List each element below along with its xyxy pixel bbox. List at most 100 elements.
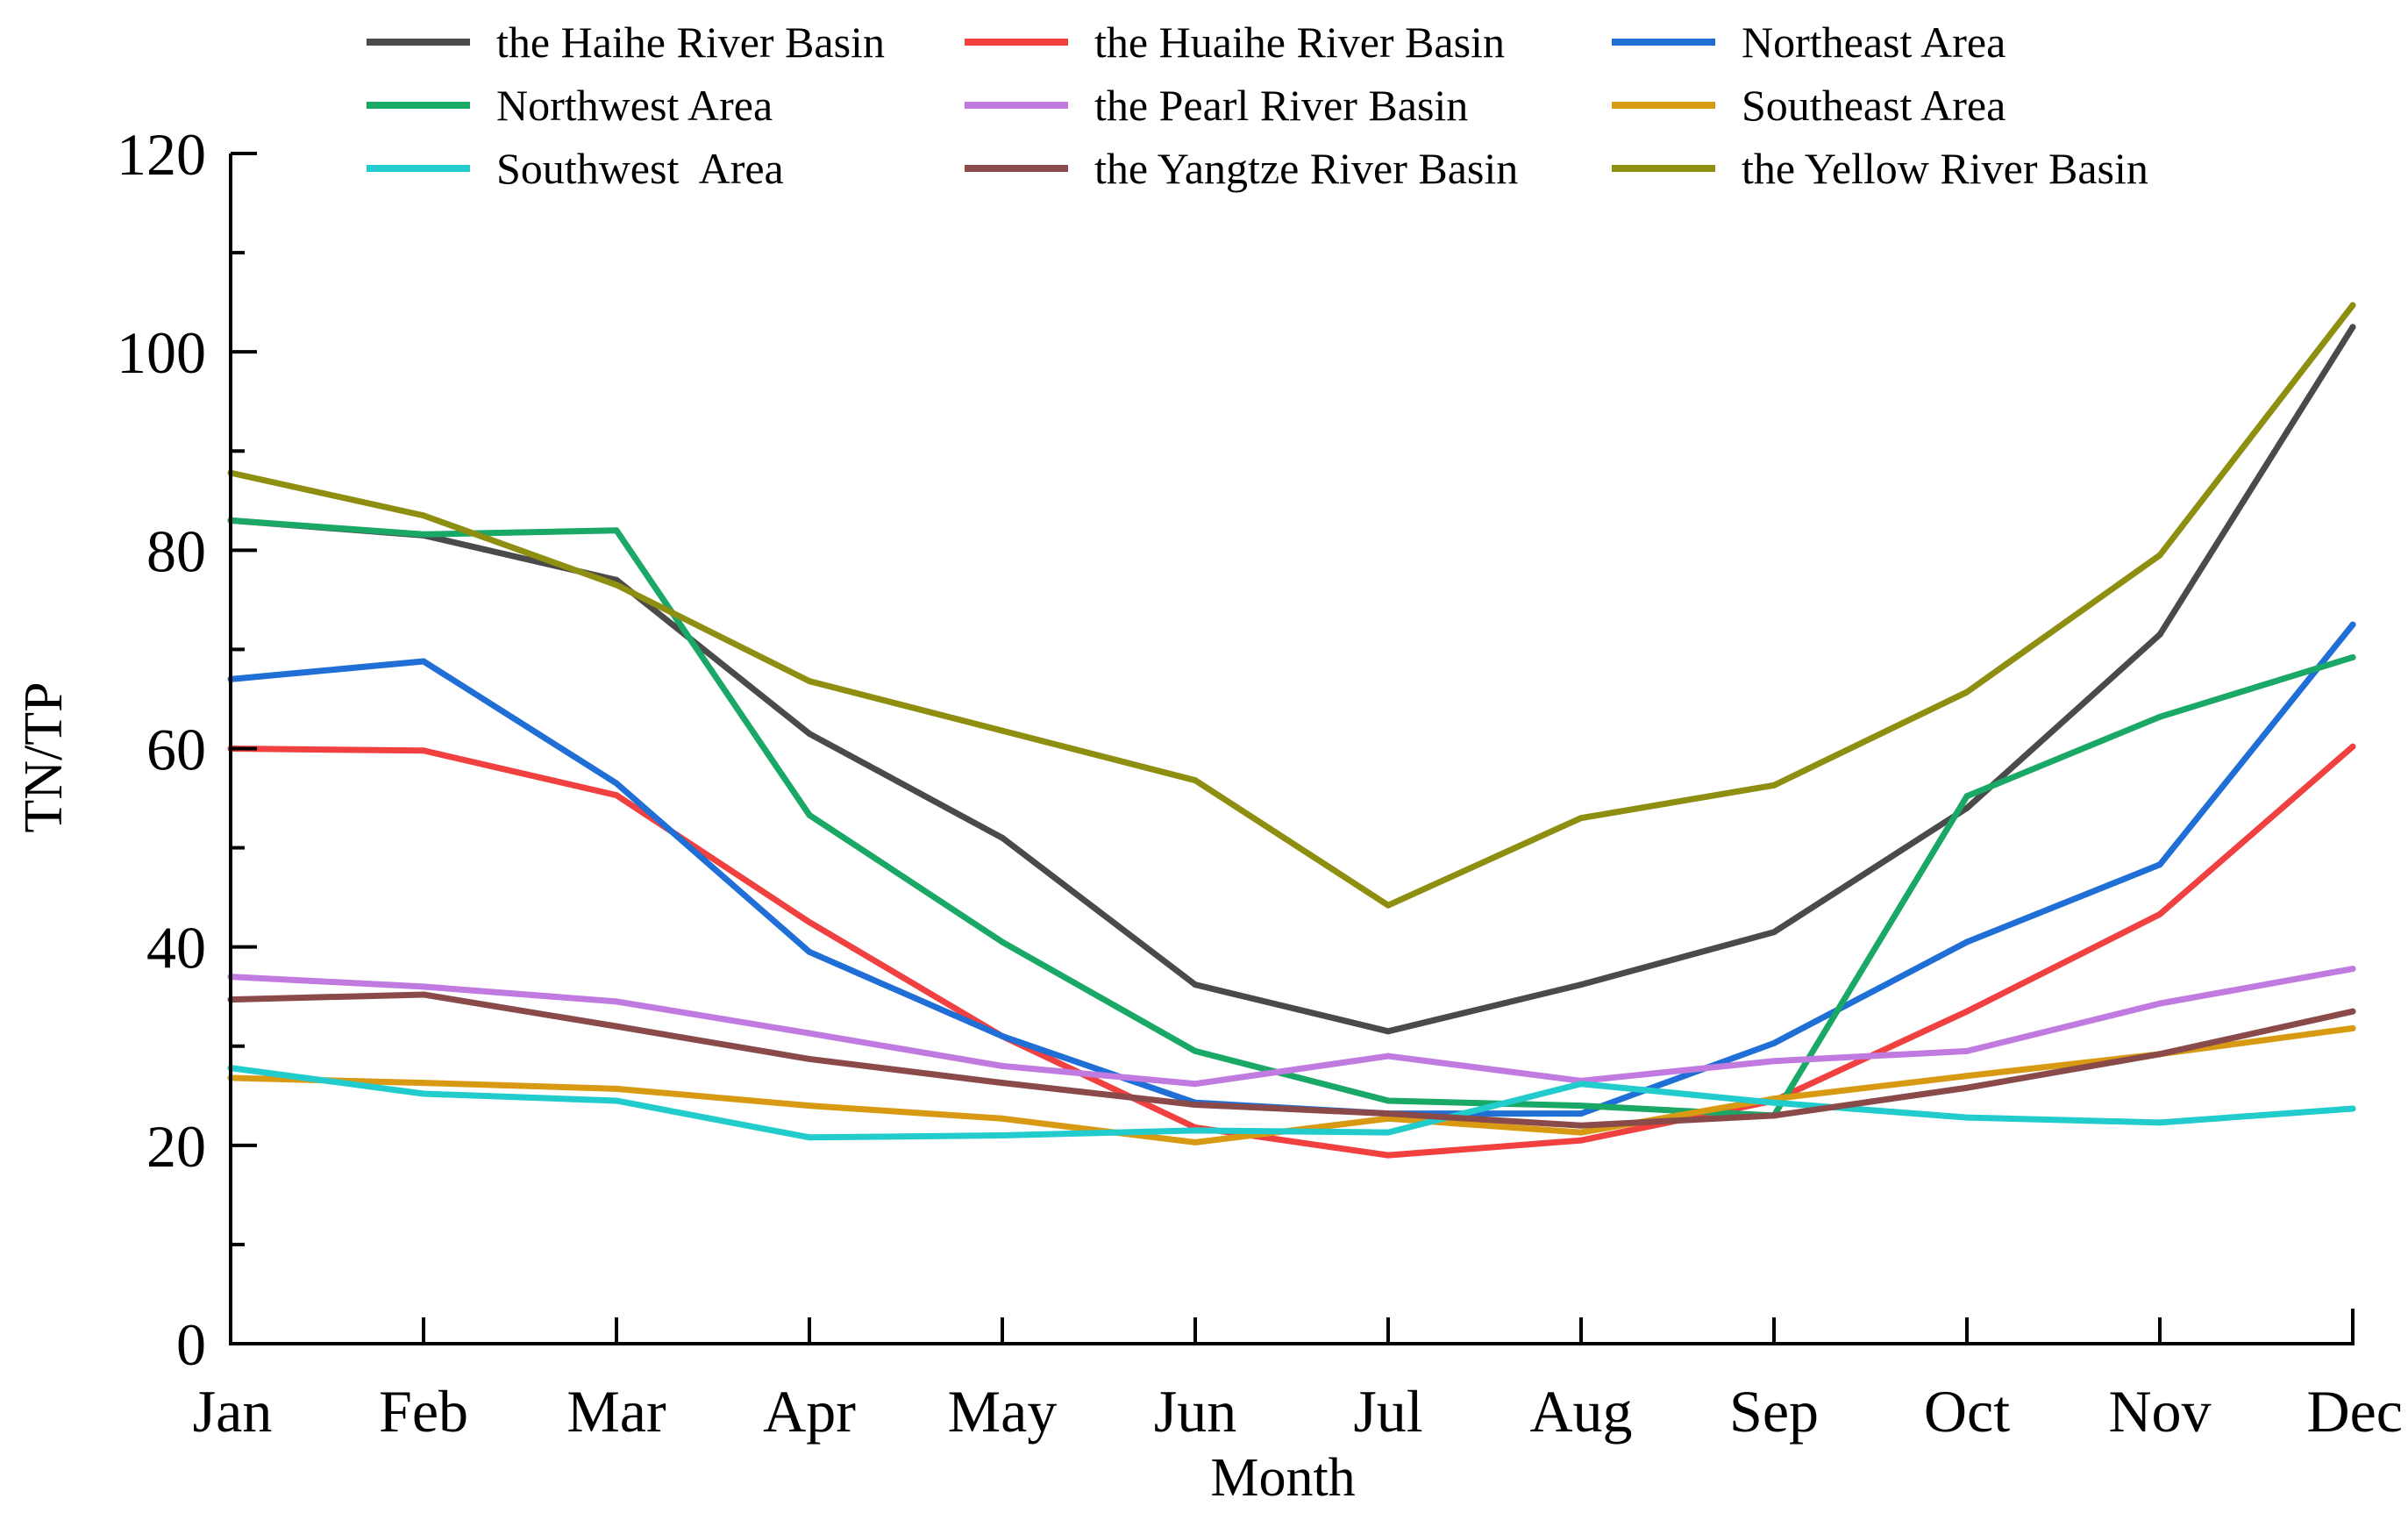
legend-label: the Pearl River Basin: [1094, 81, 1468, 130]
data-point: [806, 731, 813, 738]
x-axis-title: Month: [1210, 1448, 1355, 1508]
series-line: [227, 1024, 2356, 1145]
y-tick-label: 80: [146, 517, 206, 584]
data-point: [2156, 631, 2163, 638]
legend-item: the Huaihe River Basin: [965, 18, 1505, 67]
data-point: [999, 1062, 1006, 1069]
data-point: [1578, 1110, 1585, 1117]
data-point: [1578, 981, 1585, 988]
data-point: [2349, 302, 2356, 309]
series-line: [227, 621, 2356, 1117]
legend: the Haihe River Basin the Huaihe River Ba…: [367, 18, 2148, 193]
data-point: [1963, 1073, 1970, 1080]
x-tick-label: Dec: [2307, 1378, 2403, 1445]
data-point: [613, 792, 620, 799]
x-tick-label: May: [948, 1378, 1058, 1445]
x-tick-label: Sep: [1729, 1378, 1819, 1445]
x-tick-label: Jul: [1353, 1378, 1422, 1445]
data-point: [2349, 966, 2356, 973]
series: [227, 991, 2356, 1129]
legend-item: the Pearl River Basin: [965, 81, 1468, 130]
data-point: [999, 1080, 1006, 1087]
legend-label: the Yellow River Basin: [1742, 144, 2148, 193]
data-point: [999, 1115, 1006, 1122]
data-point: [613, 1097, 620, 1104]
y-tick-label: 40: [146, 915, 206, 981]
data-point: [1385, 1097, 1392, 1104]
y-tick-label: 60: [146, 717, 206, 783]
data-point: [2156, 713, 2163, 720]
y-tick-label: 120: [117, 121, 206, 188]
data-point: [1963, 938, 1970, 946]
data-point: [806, 811, 813, 818]
data-point: [2156, 1000, 2163, 1007]
x-tick-label: Mar: [566, 1378, 666, 1445]
data-point: [1578, 1129, 1585, 1136]
legend-label: the Yangtze River Basin: [1094, 144, 1518, 193]
data-point: [1578, 1103, 1585, 1110]
series: [227, 302, 2356, 909]
series: [227, 324, 2356, 1035]
legend-item: Northwest Area: [367, 81, 773, 130]
data-point: [1963, 1008, 1970, 1015]
data-point: [2156, 910, 2163, 917]
legend-item: Southeast Area: [1612, 81, 2005, 130]
x-tick-label: Apr: [763, 1378, 856, 1445]
legend-label: Southwest Area: [496, 144, 784, 193]
data-point: [2349, 1105, 2356, 1112]
data-point: [2349, 1008, 2356, 1015]
data-point: [613, 780, 620, 787]
data-point: [1578, 1122, 1585, 1129]
data-point: [420, 1080, 427, 1087]
data-point: [420, 531, 427, 538]
data-point: [1770, 1099, 1778, 1106]
data-point: [613, 998, 620, 1005]
series-line: [227, 991, 2356, 1129]
data-point: [420, 512, 427, 519]
data-point: [806, 678, 813, 685]
ticks: 0 20 40 60 80 100 120 Jan Feb Mar Apr May Jun Jul Aug S…: [117, 121, 2403, 1445]
data-point: [999, 1032, 1006, 1039]
legend-label: Northwest Area: [496, 81, 773, 130]
legend-label: the Huaihe River Basin: [1094, 18, 1505, 67]
x-tick-label: Nov: [2108, 1378, 2211, 1445]
series-line: [227, 517, 2356, 1119]
data-point: [806, 918, 813, 925]
data-point: [1770, 1112, 1778, 1119]
data-point: [1385, 902, 1392, 909]
data-point: [613, 1023, 620, 1030]
data-point: [420, 991, 427, 998]
data-point: [2349, 653, 2356, 660]
data-point: [806, 1103, 813, 1110]
data-point: [806, 1134, 813, 1141]
series-line: [227, 302, 2356, 909]
data-point: [1770, 929, 1778, 936]
data-point: [1385, 1110, 1392, 1117]
data-point: [1963, 804, 1970, 811]
data-point: [420, 658, 427, 665]
data-point: [420, 1090, 427, 1097]
x-tick-label: Oct: [1924, 1378, 2010, 1445]
data-point: [1192, 1081, 1199, 1088]
data-point: [999, 727, 1006, 734]
data-point: [806, 948, 813, 955]
data-point: [1770, 781, 1778, 789]
legend-item: the Yangtze River Basin: [965, 144, 1518, 193]
y-tick-label: 20: [146, 1113, 206, 1180]
data-point: [613, 582, 620, 589]
data-point: [1192, 1101, 1199, 1108]
data-point: [420, 983, 427, 990]
data-point: [1770, 1058, 1778, 1065]
legend-label: Southeast Area: [1742, 81, 2005, 130]
data-point: [1192, 777, 1199, 784]
data-point: [1578, 815, 1585, 822]
series-line: [227, 966, 2356, 1088]
data-point: [999, 1132, 1006, 1139]
data-point: [2349, 324, 2356, 331]
data-point: [2349, 621, 2356, 628]
series-line: [227, 1065, 2356, 1141]
data-point: [1770, 1039, 1778, 1046]
data-point: [1385, 1129, 1392, 1136]
legend-item: the Yellow River Basin: [1612, 144, 2148, 193]
